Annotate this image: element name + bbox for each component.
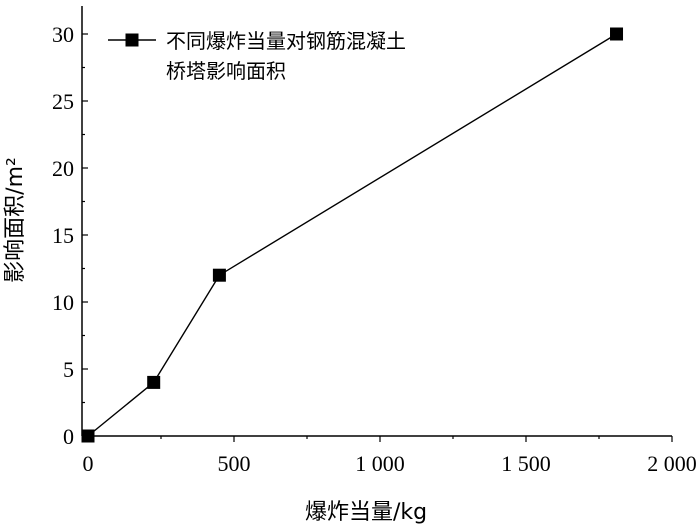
y-tick-label-15: 15 [52, 223, 74, 248]
x-axis-title: 爆炸当量/kg [305, 500, 427, 525]
data-point-2 [212, 268, 226, 282]
y-axis-title: 影响面积/m² [3, 157, 28, 283]
x-tick-label-1000: 1 000 [355, 451, 405, 476]
y-tick-label-5: 5 [63, 357, 74, 382]
x-tick-label-2000: 2 000 [647, 451, 697, 476]
x-tick-label-0: 0 [83, 451, 94, 476]
x-tick-label-500: 500 [218, 451, 251, 476]
series-line-0 [87, 33, 617, 437]
legend-marker [125, 33, 139, 47]
x-tick-label-1500: 1 500 [501, 451, 551, 476]
legend-label-line-1: 不同爆炸当量对钢筋混凝土 [166, 29, 406, 53]
series [81, 27, 624, 443]
data-point-1 [147, 375, 161, 389]
legend-label-line-2: 桥塔影响面积 [166, 59, 286, 83]
y-tick-label-25: 25 [52, 89, 74, 114]
y-tick-label-10: 10 [52, 290, 74, 315]
data-point-3 [610, 27, 624, 41]
data-point-0 [81, 429, 95, 443]
y-tick-label-0: 0 [63, 424, 74, 449]
ticks: 0 5 10 15 20 25 30 0 500 1 000 1 500 2 000 [52, 22, 697, 476]
y-tick-label-20: 20 [52, 156, 74, 181]
axes [81, 6, 672, 437]
y-tick-label-30: 30 [52, 22, 74, 47]
